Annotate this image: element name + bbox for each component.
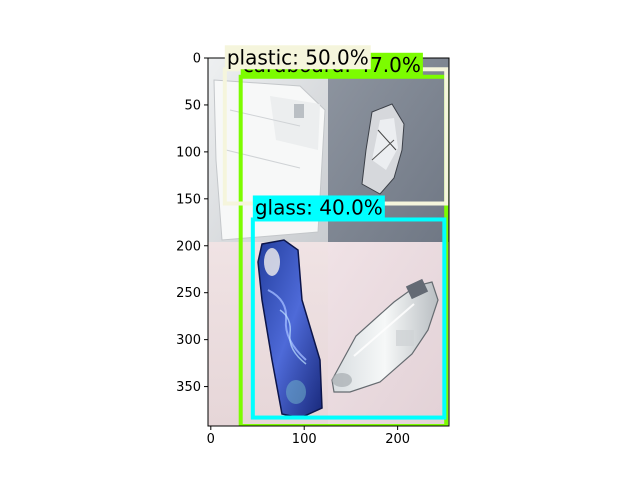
y-tick-label: 300 xyxy=(176,333,201,348)
x-tick-label: 0 xyxy=(207,432,215,447)
y-tick-label: 100 xyxy=(176,145,201,160)
glass-label-background xyxy=(252,195,385,220)
x-axis: 0 100 200 xyxy=(207,426,410,447)
glass-label: glass: 40.0% xyxy=(252,195,385,220)
detection-labels: cardboard: 47.0%plastic: 50.0%glass: 40.… xyxy=(224,45,423,220)
y-axis: 0 50 100 150 200 250 300 350 xyxy=(176,52,208,395)
plastic-label-background xyxy=(224,45,371,70)
blue-bottle-object xyxy=(257,239,323,419)
y-tick-label: 350 xyxy=(176,380,201,395)
y-tick-label: 200 xyxy=(176,239,201,254)
plastic-label: plastic: 50.0% xyxy=(224,45,371,70)
x-tick-label: 200 xyxy=(385,432,410,447)
y-tick-label: 250 xyxy=(176,286,201,301)
y-tick-label: 150 xyxy=(176,192,201,207)
y-tick-label: 50 xyxy=(184,98,201,113)
x-tick-label: 100 xyxy=(292,432,317,447)
foil-object xyxy=(361,103,405,195)
y-tick-label: 0 xyxy=(193,52,201,67)
clear-bottle-object xyxy=(331,278,439,393)
glass-label-text: glass: 40.0% xyxy=(255,195,383,219)
plastic-label-text: plastic: 50.0% xyxy=(227,45,369,69)
detection-image xyxy=(208,58,449,426)
